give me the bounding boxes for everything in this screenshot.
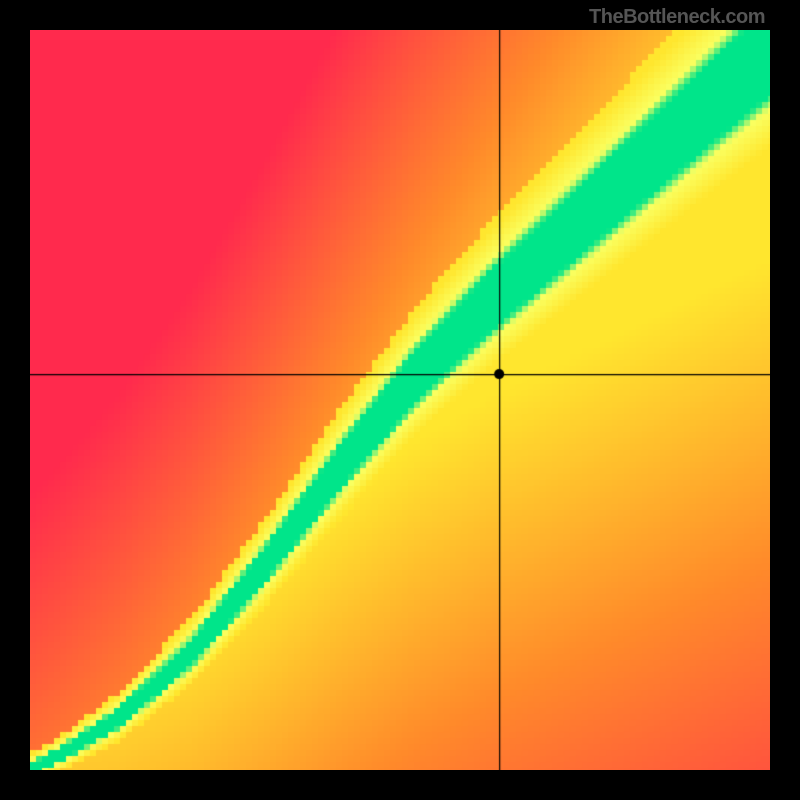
watermark-text: TheBottleneck.com — [589, 6, 765, 29]
chart-container: { "watermark": "TheBottleneck.com", "cha… — [0, 0, 800, 800]
bottleneck-heatmap — [30, 30, 770, 770]
